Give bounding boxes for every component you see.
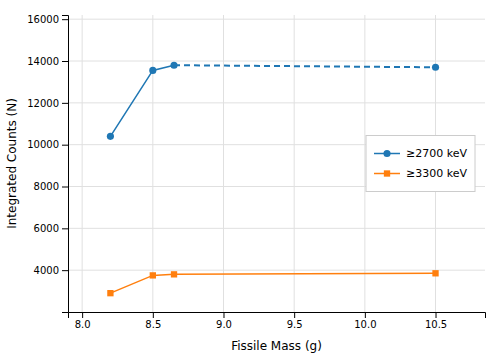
y-tick-mark <box>62 61 68 62</box>
y-tick-mark <box>62 103 68 104</box>
x-tick-label: 9.0 <box>216 319 232 330</box>
y-axis-title: Integrated Counts (N) <box>5 98 19 229</box>
x-tick: 9.0 <box>216 312 232 330</box>
y-tick: 4000 <box>34 265 68 276</box>
x-tick-mark <box>436 312 437 318</box>
plot: 8.0 8.5 9.0 9.5 10.0 10.5 4000 6000 8000 10000 120… <box>5 14 486 353</box>
y-tick: 12000 <box>27 98 68 109</box>
y-tick-mark <box>62 270 68 271</box>
x-tick-label: 8.5 <box>145 319 161 330</box>
x-tick-label: 9.5 <box>287 319 303 330</box>
x-grid-line <box>364 15 365 312</box>
y-tick: 8000 <box>34 181 68 192</box>
y-tick-label: 16000 <box>27 14 59 25</box>
x-tick: 8.0 <box>75 312 91 330</box>
series-line-dashed <box>174 65 436 67</box>
y-tick: 10000 <box>27 139 68 150</box>
x-tick-label: 10.5 <box>425 319 447 330</box>
y-tick-mark <box>62 187 68 188</box>
y-tick: 14000 <box>27 56 68 67</box>
legend-item: ≥3300 keV <box>374 167 467 180</box>
x-grid-line <box>82 15 83 312</box>
x-tick: 10.0 <box>354 312 376 330</box>
x-tick-label: 10.0 <box>354 319 376 330</box>
y-tick-mark <box>62 228 68 229</box>
x-tick-mark <box>223 312 224 318</box>
x-axis-line <box>69 313 486 319</box>
x-axis: 8.0 8.5 9.0 9.5 10.0 10.5 <box>69 312 486 330</box>
legend-box <box>366 136 475 192</box>
x-tick: 9.5 <box>287 312 303 330</box>
x-tick-mark <box>153 312 154 318</box>
y-axis-line <box>62 16 69 313</box>
y-grid-line <box>68 102 485 103</box>
grid <box>68 15 485 312</box>
legend-marker <box>383 150 390 157</box>
x-tick-label: 8.0 <box>75 319 91 330</box>
point <box>107 290 113 296</box>
y-tick-label: 12000 <box>27 98 59 109</box>
series-line <box>110 65 174 136</box>
legend-marker <box>384 170 390 176</box>
point <box>171 271 177 277</box>
y-axis: 4000 6000 8000 10000 12000 14000 16000 <box>27 14 68 313</box>
x-tick-mark <box>294 312 295 318</box>
chart: 8.0 8.5 9.0 9.5 10.0 10.5 4000 6000 8000 10000 120… <box>0 0 500 360</box>
y-tick: 16000 <box>27 14 68 25</box>
y-tick-label: 8000 <box>34 181 59 192</box>
legend-label: ≥2700 keV <box>406 147 467 160</box>
point <box>170 62 177 69</box>
x-grid-line <box>152 15 153 312</box>
y-grid-line <box>68 228 485 229</box>
x-tick-mark <box>82 312 83 318</box>
y-tick-label: 14000 <box>27 56 59 67</box>
x-tick-mark <box>365 312 366 318</box>
y-tick: 6000 <box>34 223 68 234</box>
x-tick: 10.5 <box>425 312 447 330</box>
y-grid-line <box>68 270 485 271</box>
x-grid-line <box>294 15 295 312</box>
x-axis-title: Fissile Mass (g) <box>231 339 322 353</box>
point <box>107 133 114 140</box>
legend: ≥2700 keV ≥3300 keV <box>366 136 475 192</box>
y-tick-label: 4000 <box>34 265 59 276</box>
legend-label: ≥3300 keV <box>406 167 467 180</box>
y-grid-line <box>68 19 485 20</box>
y-tick-mark <box>62 145 68 146</box>
point <box>432 270 438 276</box>
point <box>149 67 156 74</box>
y-grid-line <box>68 61 485 62</box>
x-grid-line <box>223 15 224 312</box>
series-line <box>110 273 435 293</box>
y-tick-label: 10000 <box>27 139 59 150</box>
x-tick: 8.5 <box>145 312 161 330</box>
y-tick-label: 6000 <box>34 223 59 234</box>
point <box>432 64 439 71</box>
legend-item: ≥2700 keV <box>374 147 467 160</box>
point <box>150 272 156 278</box>
y-tick-mark <box>62 19 68 20</box>
